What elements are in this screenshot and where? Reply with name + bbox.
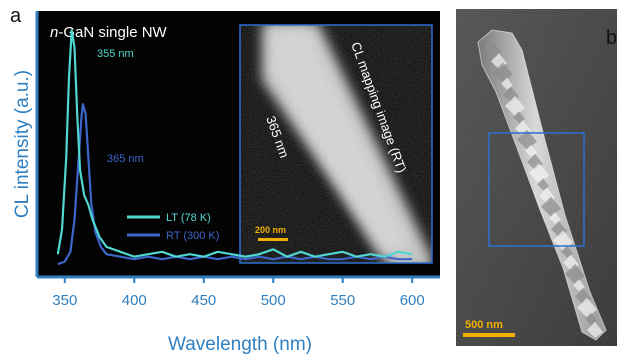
sem-selection-box [488,132,585,247]
x-axis-title: Wavelength (nm) [168,334,312,354]
x-ticks: 350 400 450 500 550 600 [52,277,425,309]
spectrum-title: n-GaN single NW [50,24,168,41]
spectrum-title-italic: n [50,24,58,41]
panel-a: a n-GaN single NW CL mapping image (RT) … [10,5,440,354]
nanowire-facet [565,264,585,284]
legend-label-lt: LT (78 K) [166,212,211,224]
panel-a-letter: a [10,5,22,27]
nanowire-facet [489,44,501,56]
panel-b: b 500 nm [456,9,617,346]
nanowire-facet [561,245,573,258]
x-tick-label-600: 600 [400,292,425,309]
x-tick-label-350: 350 [52,292,77,309]
peak-label-rt: 365 nm [107,153,144,165]
inset-scale-bar [258,238,288,241]
nanowire-facet [505,96,525,116]
nanowire-facet [541,196,561,217]
nanowire-facet [587,322,603,338]
x-tick-label-450: 450 [191,292,216,309]
sem-scale-bar [463,333,515,337]
nanowire-facet [513,111,525,124]
peak-label-lt: 355 nm [97,48,134,60]
nanowire-facet [537,178,549,191]
series-line-lt [56,29,413,258]
nanowire-facet [493,62,513,83]
nanowire-facet [585,312,597,325]
sem-scale-label: 500 nm [465,319,503,331]
legend: LT (78 K) RT (300 K) [127,212,219,242]
nanowire-facet [549,212,561,224]
legend-label-rt: RT (300 K) [166,230,219,242]
nanowire-facet [501,77,513,90]
panel-b-letter: b [606,27,617,49]
cl-mapping-inset: CL mapping image (RT) 365 nm 200 nm [239,24,433,264]
x-tick-label-500: 500 [261,292,286,309]
x-tick-label-550: 550 [330,292,355,309]
nanowire-facet [525,144,537,157]
spectrum-title-rest: -GaN single NW [58,24,167,41]
nanowire-facet [577,297,597,318]
inset-scale-label: 200 nm [255,225,286,235]
nanowire-facet [529,163,549,184]
sem-nanowire-edge [477,29,607,341]
y-axis-title: CL intensity (a.u.) [12,70,33,218]
nanowire-facet [517,129,537,150]
x-tick-label-400: 400 [122,292,147,309]
nanowire-facet [573,279,585,292]
inset-frame [239,24,433,264]
